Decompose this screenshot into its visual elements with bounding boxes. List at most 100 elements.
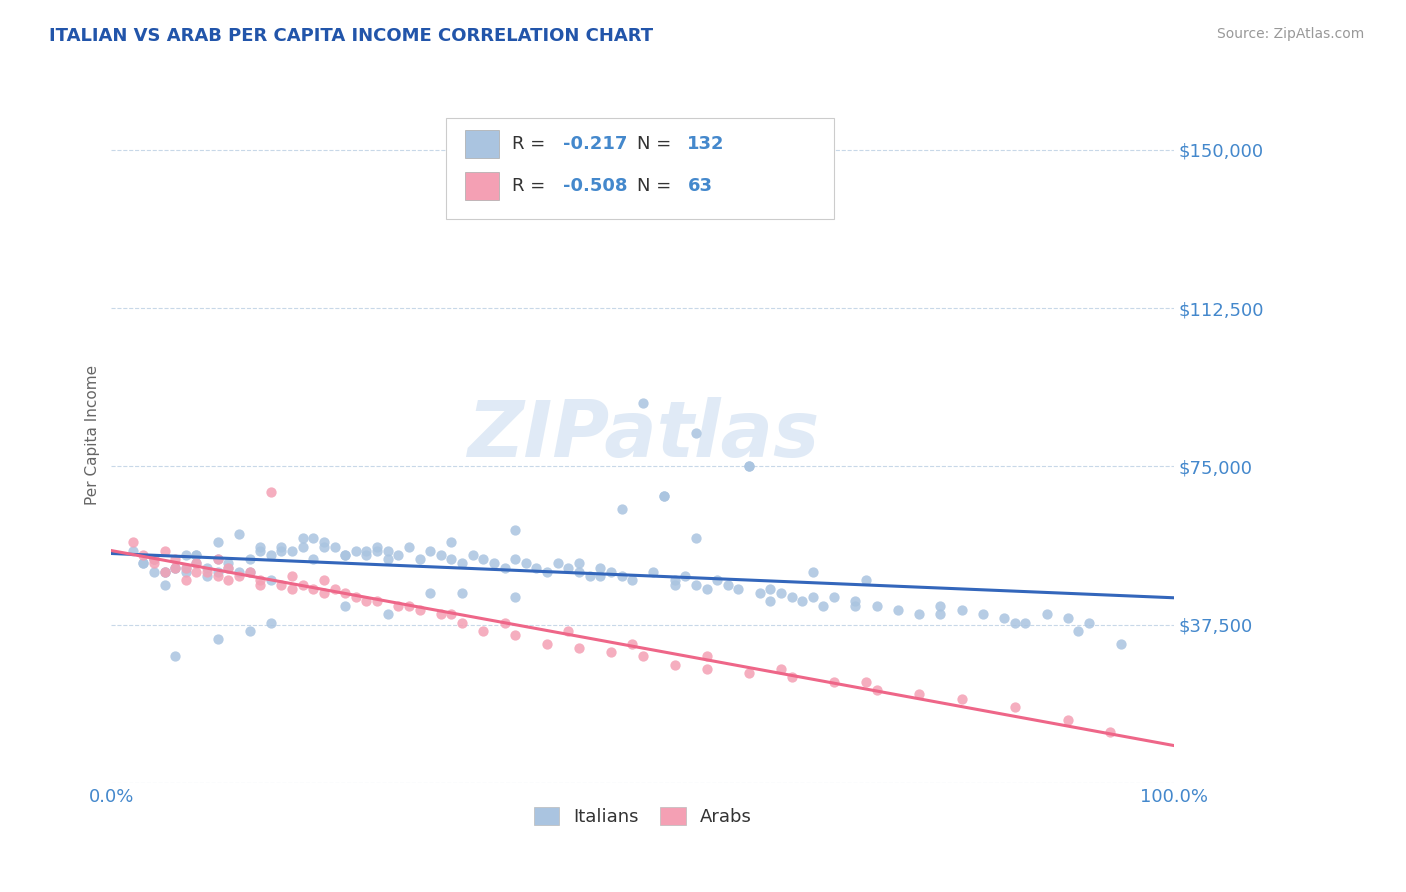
Point [621, 637, 644, 651]
Point [1109, 637, 1132, 651]
Point [696, 582, 718, 596]
Point [238, 624, 260, 638]
Point [302, 552, 325, 566]
Point [1078, 615, 1101, 630]
Point [270, 540, 292, 554]
Point [1004, 700, 1026, 714]
Point [589, 569, 612, 583]
Point [664, 657, 686, 672]
Point [503, 523, 526, 537]
Point [440, 552, 463, 566]
Point [451, 557, 474, 571]
Point [249, 540, 271, 554]
Point [195, 569, 218, 583]
Point [621, 574, 644, 588]
Point [228, 565, 250, 579]
Point [748, 586, 770, 600]
Point [302, 531, 325, 545]
Point [281, 544, 304, 558]
Point [717, 577, 740, 591]
Point [142, 557, 165, 571]
Point [451, 586, 474, 600]
Point [557, 560, 579, 574]
Point [165, 560, 187, 574]
Point [557, 624, 579, 638]
Point [472, 624, 495, 638]
Point [207, 632, 229, 647]
Point [664, 577, 686, 591]
Point [121, 535, 143, 549]
Text: R =: R = [512, 177, 551, 195]
Point [430, 607, 453, 622]
Point [706, 574, 728, 588]
Text: N =: N = [637, 177, 678, 195]
Point [696, 662, 718, 676]
Text: R =: R = [512, 136, 551, 153]
Point [769, 586, 792, 600]
Point [643, 565, 665, 579]
Point [599, 645, 621, 659]
Point [186, 557, 208, 571]
Point [1056, 713, 1078, 727]
Text: 132: 132 [688, 136, 725, 153]
Point [312, 540, 335, 554]
Point [165, 649, 187, 664]
Point [887, 603, 910, 617]
Point [217, 560, 239, 574]
Point [335, 599, 357, 613]
Point [1099, 725, 1122, 739]
Point [312, 586, 335, 600]
Point [186, 557, 208, 571]
Point [356, 548, 378, 562]
Point [207, 552, 229, 566]
Point [780, 671, 803, 685]
Point [165, 560, 187, 574]
Point [153, 544, 176, 558]
FancyBboxPatch shape [446, 118, 834, 219]
Point [1035, 607, 1057, 622]
Point [142, 552, 165, 566]
Point [801, 591, 824, 605]
Point [844, 599, 866, 613]
Point [335, 548, 357, 562]
Text: ZIPatlas: ZIPatlas [467, 397, 818, 473]
Point [153, 565, 176, 579]
Point [865, 599, 887, 613]
Point [174, 565, 197, 579]
Point [780, 591, 803, 605]
Point [823, 591, 845, 605]
Point [685, 425, 707, 440]
Point [356, 544, 378, 558]
Point [270, 577, 292, 591]
Point [142, 552, 165, 566]
Point [260, 615, 283, 630]
Point [1056, 611, 1078, 625]
Point [673, 569, 696, 583]
Point [260, 548, 283, 562]
Point [174, 560, 197, 574]
Point [855, 674, 877, 689]
Point [323, 540, 346, 554]
Point [270, 544, 292, 558]
Point [801, 565, 824, 579]
Point [153, 565, 176, 579]
Point [568, 557, 591, 571]
Point [727, 582, 749, 596]
Point [494, 615, 516, 630]
Text: Source: ZipAtlas.com: Source: ZipAtlas.com [1216, 27, 1364, 41]
Point [323, 582, 346, 596]
Point [387, 548, 409, 562]
Legend: Italians, Arabs: Italians, Arabs [526, 800, 759, 833]
Point [844, 594, 866, 608]
Point [451, 615, 474, 630]
Point [217, 574, 239, 588]
Text: N =: N = [637, 136, 678, 153]
Point [387, 599, 409, 613]
Point [132, 557, 155, 571]
Point [823, 674, 845, 689]
Point [207, 565, 229, 579]
Point [652, 489, 675, 503]
Point [281, 569, 304, 583]
Point [238, 565, 260, 579]
Point [377, 544, 399, 558]
